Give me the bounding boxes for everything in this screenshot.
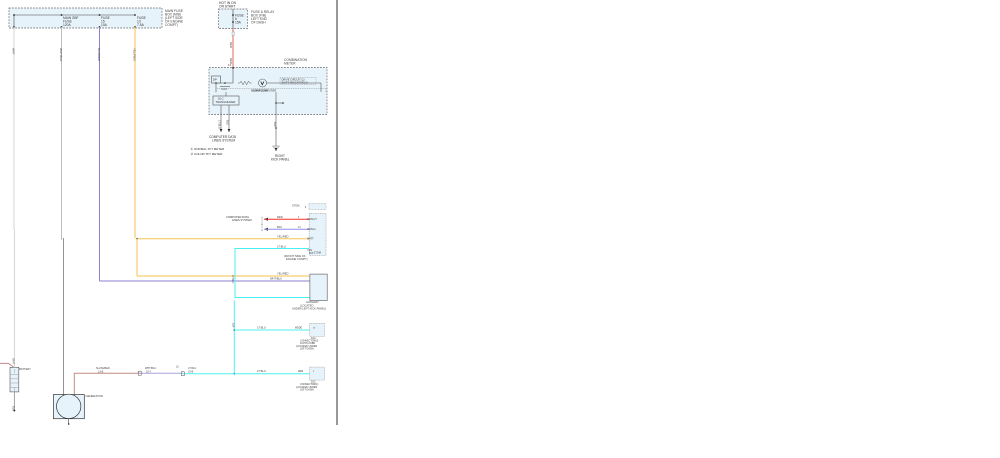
svg-text:LINES SYSTEM: LINES SYSTEM — [212, 139, 236, 143]
svg-text:STDM: STDM — [314, 251, 321, 255]
svg-text:15A: 15A — [232, 323, 235, 328]
svg-text:COMPT): COMPT) — [165, 23, 178, 27]
svg-text:ARM: ARM — [298, 370, 303, 373]
svg-text:BLK: BLK — [273, 122, 277, 127]
svg-text:LINES SYSTEM: LINES SYSTEM — [232, 218, 252, 222]
svg-text:WHT: WHT — [11, 48, 15, 55]
svg-text:LT BLU: LT BLU — [257, 326, 266, 330]
svg-text:UNDER LEFT KICK PANEL): UNDER LEFT KICK PANEL) — [292, 307, 326, 311]
svg-text:ENGINE COMPT): ENGINE COMPT) — [286, 257, 308, 261]
svg-text:IGN: IGN — [308, 249, 313, 252]
svg-text:BATT: BATT — [308, 238, 315, 241]
svg-text:METER: METER — [284, 62, 296, 66]
svg-text:10A: 10A — [101, 23, 108, 27]
svg-text:15-B: 15-B — [188, 370, 194, 373]
svg-text:TRANSCEIVER: TRANSCEIVER — [216, 100, 236, 104]
svg-text:GENERATOR: GENERATOR — [86, 394, 103, 398]
svg-text:BATTERY: BATTERY — [19, 367, 31, 371]
svg-text:RED: RED — [277, 215, 283, 219]
svg-text:LT BLU: LT BLU — [277, 244, 286, 248]
svg-text:BLU: BLU — [277, 225, 282, 229]
svg-text:SHIFT INDICATOR (2): SHIFT INDICATOR (2) — [282, 81, 308, 85]
svg-text:LT BLU: LT BLU — [231, 275, 234, 283]
svg-text:IGN: IGN — [222, 87, 227, 91]
svg-text:① NORMAL TFT METER: ① NORMAL TFT METER — [191, 147, 226, 151]
svg-text:BLK: BLK — [12, 406, 16, 411]
svg-text:15A: 15A — [235, 21, 242, 25]
svg-text:WHT: WHT — [12, 358, 16, 365]
svg-text:DATA-H: DATA-H — [308, 218, 317, 221]
svg-text:BLK: BLK — [226, 120, 230, 125]
svg-text:YEL/RED: YEL/RED — [277, 272, 289, 276]
svg-text:WHT/BLU: WHT/BLU — [270, 277, 282, 281]
svg-text:LEFT DASH): LEFT DASH) — [300, 348, 314, 351]
svg-text:15-Y: 15-Y — [146, 370, 152, 373]
svg-text:LT BLU: LT BLU — [218, 120, 222, 129]
svg-text:RED: RED — [229, 42, 233, 48]
svg-text:OF DASH: OF DASH — [251, 21, 266, 25]
svg-text:F1: F1 — [228, 63, 232, 67]
svg-text:STDM: STDM — [292, 204, 299, 208]
svg-text:B13: B13 — [309, 253, 314, 255]
svg-text:BLU/RED: BLU/RED — [97, 48, 101, 62]
svg-text:DATA-L: DATA-L — [308, 228, 317, 231]
svg-text:13-B: 13-B — [98, 370, 104, 373]
svg-text:② COLOR TFT METER: ② COLOR TFT METER — [191, 152, 224, 156]
svg-text:YEL/RED: YEL/RED — [277, 235, 289, 239]
svg-text:DP: DP — [213, 78, 217, 82]
svg-text:7.5A: 7.5A — [137, 23, 145, 27]
svg-text:LEFT DASH): LEFT DASH) — [300, 389, 314, 392]
svg-text:MICRO COMPUTER: MICRO COMPUTER — [251, 89, 276, 93]
svg-text:YEL/RED: YEL/RED — [132, 48, 136, 62]
svg-text:MODE: MODE — [295, 328, 302, 330]
svg-text:KICK PANEL: KICK PANEL — [271, 158, 290, 162]
svg-text:LT BLU: LT BLU — [257, 369, 266, 373]
svg-text:OR START: OR START — [219, 5, 235, 9]
svg-text:10: 10 — [176, 366, 179, 369]
svg-text:WHT/BLK: WHT/BLK — [59, 48, 63, 61]
svg-text:120A: 120A — [63, 23, 72, 27]
